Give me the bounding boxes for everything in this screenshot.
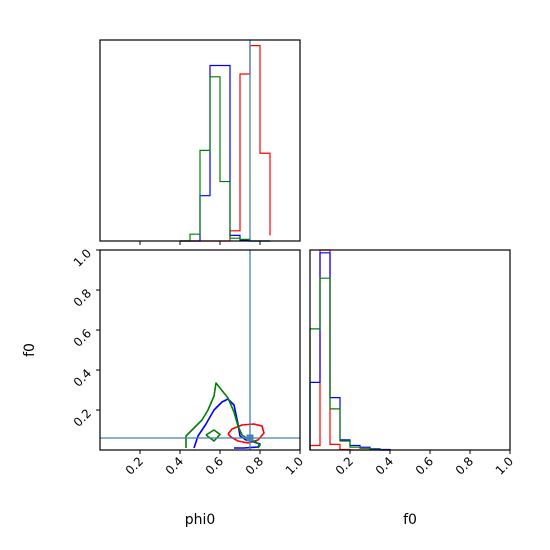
hist-f0-x-axis-label: f0 xyxy=(403,512,417,528)
hist-phi0-frame xyxy=(99,39,301,242)
contour-x-axis-label: phi0 xyxy=(185,512,216,528)
hist-phi0-panel xyxy=(99,39,301,245)
contour-y-axis-label: f0 xyxy=(22,343,38,357)
truth-marker xyxy=(246,434,254,442)
contour-green-1 xyxy=(205,429,221,442)
hist-f0-frame xyxy=(309,249,511,451)
contour-frame xyxy=(99,249,301,451)
hist-phi0-xticks xyxy=(139,241,261,245)
truth-lines xyxy=(100,250,300,450)
